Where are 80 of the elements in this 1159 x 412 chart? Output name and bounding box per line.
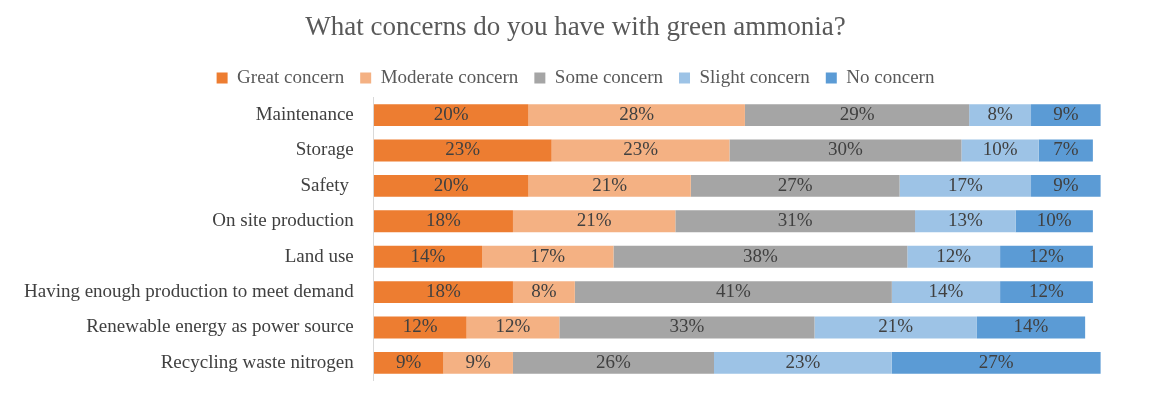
bar bbox=[373, 139, 552, 162]
data-label: 18% bbox=[425, 209, 461, 231]
data-label: 9% bbox=[465, 350, 491, 372]
y-tick-label: Storage bbox=[295, 138, 354, 160]
data-label: 31% bbox=[777, 209, 813, 231]
data-label: 12% bbox=[936, 244, 972, 266]
data-label: 26% bbox=[596, 350, 632, 372]
bar bbox=[899, 174, 1032, 197]
data-label: 13% bbox=[947, 209, 983, 231]
data-label: 9% bbox=[1053, 173, 1079, 195]
data-label: 8% bbox=[987, 103, 1013, 125]
data-label: 12% bbox=[495, 315, 531, 337]
y-tick-label: Safety bbox=[300, 173, 354, 195]
bar bbox=[690, 174, 900, 197]
y-tick-label: Land use bbox=[284, 244, 354, 266]
data-label: 8% bbox=[531, 280, 557, 302]
data-label: 23% bbox=[785, 350, 821, 372]
y-tick-label: Renewable energy as power source bbox=[86, 315, 354, 337]
data-label: 17% bbox=[947, 173, 983, 195]
data-label: 27% bbox=[978, 350, 1014, 372]
bar bbox=[574, 281, 892, 304]
data-label: 33% bbox=[669, 315, 705, 337]
data-label: 23% bbox=[445, 138, 481, 160]
legend-label: No concern bbox=[846, 65, 935, 87]
bar bbox=[512, 210, 676, 233]
data-label: 20% bbox=[433, 173, 469, 195]
data-label: 23% bbox=[623, 138, 659, 160]
bar bbox=[613, 245, 908, 268]
data-label: 38% bbox=[742, 244, 778, 266]
bar bbox=[528, 104, 745, 127]
data-label: 27% bbox=[777, 173, 813, 195]
bar bbox=[373, 210, 513, 233]
legend-label: Slight concern bbox=[699, 65, 811, 87]
data-label: 41% bbox=[715, 280, 751, 302]
bar bbox=[729, 139, 962, 162]
data-label: 9% bbox=[395, 350, 422, 372]
data-label: 12% bbox=[402, 315, 438, 337]
data-label: 9% bbox=[1053, 103, 1079, 125]
bar bbox=[373, 104, 529, 127]
bar bbox=[891, 281, 1001, 304]
bar bbox=[1000, 245, 1093, 268]
data-label: 29% bbox=[839, 103, 875, 125]
bar bbox=[512, 351, 714, 374]
y-tick-label: Recycling waste nitrogen bbox=[160, 350, 355, 372]
bar bbox=[373, 245, 483, 268]
y-tick-label: Maintenance bbox=[255, 103, 354, 125]
y-tick-label: Having enough production to meet demand bbox=[23, 280, 355, 302]
bar bbox=[907, 245, 1001, 268]
bar bbox=[559, 316, 815, 339]
data-label: 14% bbox=[1013, 315, 1049, 337]
legend-label: Moderate concern bbox=[380, 65, 519, 87]
data-label: 14% bbox=[410, 244, 446, 266]
bar bbox=[891, 351, 1101, 374]
bar bbox=[744, 104, 970, 127]
data-label: 10% bbox=[982, 138, 1018, 160]
bar bbox=[714, 351, 892, 374]
data-label: 10% bbox=[1036, 209, 1072, 231]
bar bbox=[373, 281, 513, 304]
legend-label: Some concern bbox=[554, 65, 664, 87]
bar bbox=[915, 210, 1016, 233]
data-label: 20% bbox=[433, 103, 469, 125]
data-label: 30% bbox=[828, 138, 864, 160]
data-label: 21% bbox=[878, 315, 914, 337]
data-label: 12% bbox=[1029, 280, 1065, 302]
data-label: 21% bbox=[592, 173, 628, 195]
y-tick-label: On site production bbox=[212, 209, 355, 231]
legend-label: Great concern bbox=[237, 65, 345, 87]
bar bbox=[675, 210, 916, 233]
bar bbox=[373, 174, 529, 197]
data-label: 17% bbox=[530, 244, 566, 266]
data-label: 21% bbox=[576, 209, 612, 231]
bar bbox=[1000, 281, 1093, 304]
data-label: 18% bbox=[425, 280, 461, 302]
data-label: 7% bbox=[1053, 138, 1079, 160]
bar bbox=[528, 174, 691, 197]
chart-title: What concerns do you have with green ammonia? bbox=[305, 11, 846, 42]
data-label: 14% bbox=[928, 280, 964, 302]
data-label: 12% bbox=[1029, 244, 1065, 266]
data-label: 28% bbox=[619, 103, 655, 125]
bar bbox=[482, 245, 614, 268]
